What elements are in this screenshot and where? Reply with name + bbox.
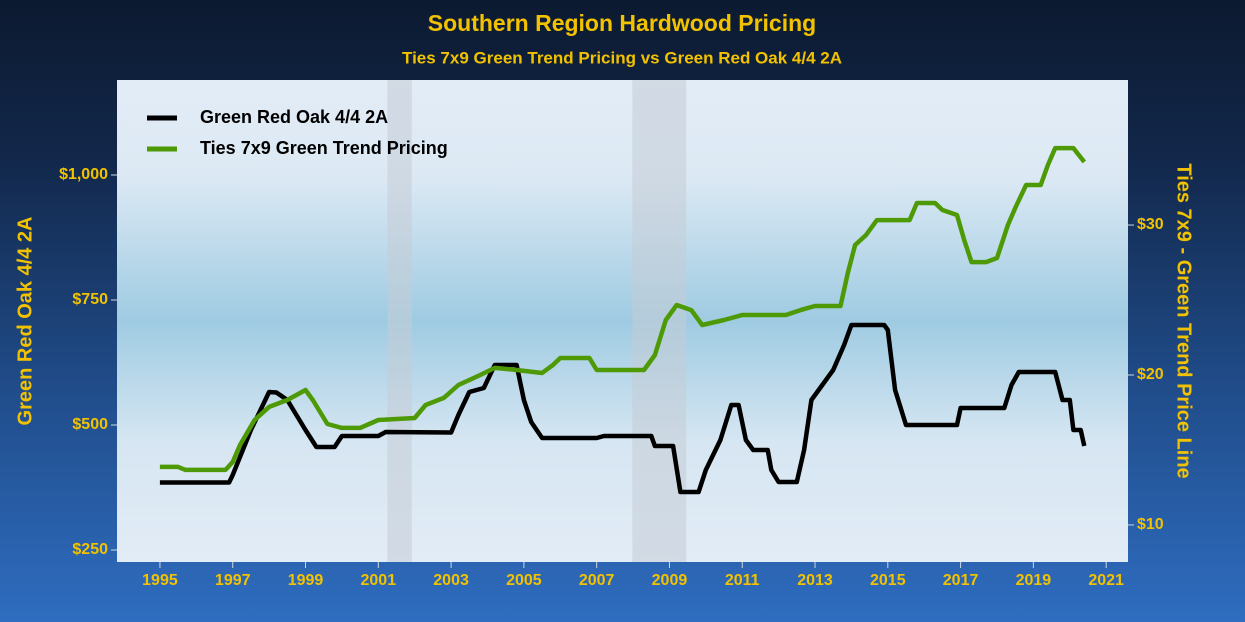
x-tick-label: 2005: [506, 572, 542, 589]
x-tick-label: 2017: [943, 572, 979, 589]
x-tick-label: 2007: [579, 572, 615, 589]
chart-title: Southern Region Hardwood Pricing: [428, 10, 816, 36]
shaded-region: [387, 80, 412, 562]
x-tick-label: 2021: [1088, 572, 1124, 589]
x-tick-label: 2011: [725, 572, 760, 589]
y2-tick-label: $10: [1137, 516, 1164, 533]
x-tick-label: 2001: [361, 572, 397, 589]
y-tick-label: $250: [72, 541, 108, 558]
legend-label: Ties 7x9 Green Trend Pricing: [200, 138, 448, 158]
plot-panel: [117, 80, 1128, 562]
x-tick-label: 2003: [433, 572, 469, 589]
y-tick-label: $500: [72, 416, 108, 433]
x-tick-label: 1997: [215, 572, 251, 589]
legend-label: Green Red Oak 4/4 2A: [200, 107, 388, 127]
series-line: [159, 145, 1087, 473]
y2-tick-label: $30: [1137, 216, 1164, 233]
chart-subtitle: Ties 7x9 Green Trend Pricing vs Green Re…: [402, 48, 842, 67]
y-tick-label: $750: [72, 291, 108, 308]
x-tick-label: 2013: [797, 572, 833, 589]
series-line: [159, 322, 1087, 495]
y-axis-label: Green Red Oak 4/4 2A: [14, 217, 36, 426]
x-tick-label: 2019: [1016, 572, 1052, 589]
y2-tick-label: $20: [1137, 366, 1164, 383]
x-tick-label: 1999: [288, 572, 324, 589]
x-tick-label: 2009: [652, 572, 688, 589]
x-tick-label: 2015: [870, 572, 906, 589]
y-tick-label: $1,000: [59, 166, 108, 183]
x-tick-label: 1995: [142, 572, 178, 589]
y2-axis-label: Ties 7x9 - Green Trend Price Line: [1173, 163, 1195, 478]
